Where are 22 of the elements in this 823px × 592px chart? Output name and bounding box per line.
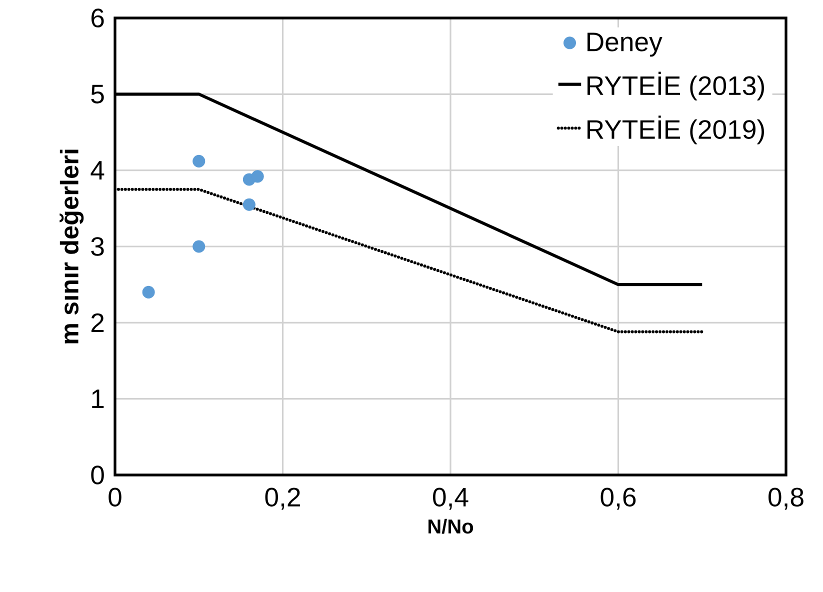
legend-label: RYTEİE (2013) [588,72,764,100]
x-axis-title: N/No [428,518,474,534]
point [251,170,264,183]
x-tick-label: 0,4 [433,488,468,510]
y-tick-label: 1 [92,390,104,408]
y-tick-label: 4 [90,161,104,180]
point [142,286,155,298]
x-tick-label: 0,2 [265,488,300,510]
legend-label: RYTEİE (2019) [588,116,764,144]
y-axis-title: m sınır değerleri [60,150,84,344]
y-tick-label: 3 [91,237,104,256]
point [192,154,206,168]
x-tick-label: 0,6 [600,488,636,510]
y-tick-label: 5 [91,84,104,104]
point [192,240,206,253]
legend-label: Deney [588,32,662,57]
x-tick-label: 0,8 [768,488,804,510]
point [242,198,256,211]
y-tick-label: 0 [91,466,104,484]
y-tick-label: 6 [91,8,104,28]
y-tick-label: 2 [91,313,104,332]
x-tick-label: 0 [108,488,122,507]
